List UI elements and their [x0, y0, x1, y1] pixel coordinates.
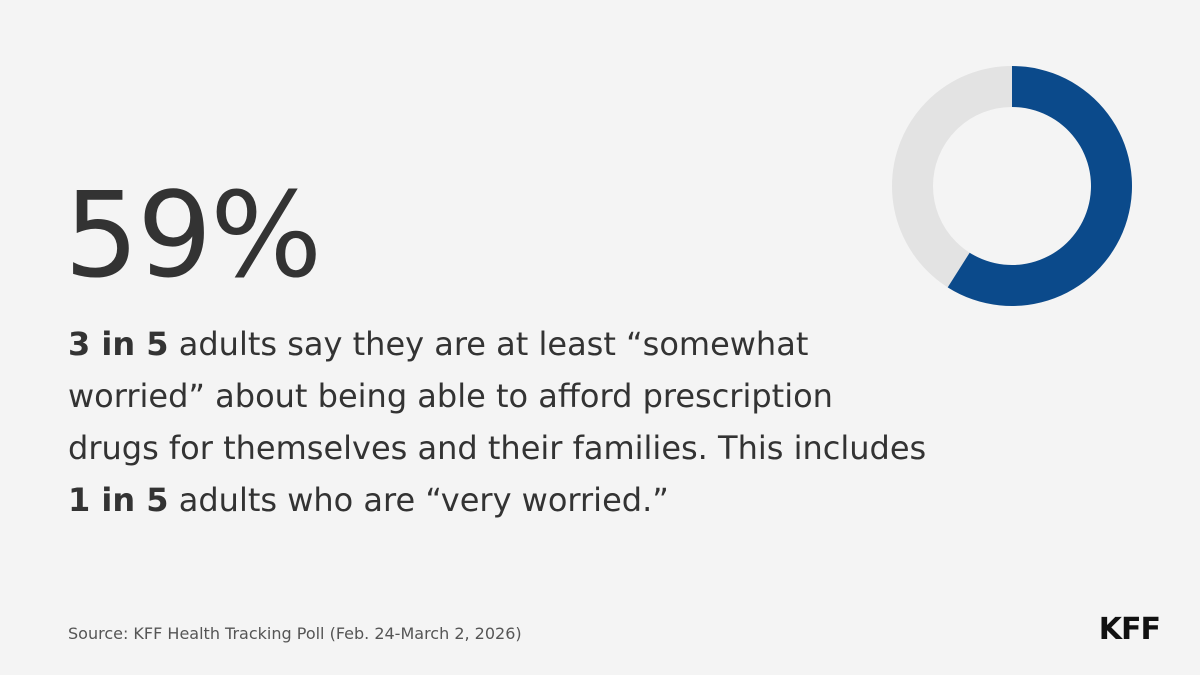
body-text: adults who are “very worried.”: [168, 481, 669, 519]
highlight-text: 3 in 5: [68, 325, 169, 363]
description: 3 in 5 adults say they are at least “som…: [68, 318, 928, 526]
headline-value: 59%: [64, 166, 322, 304]
body-text: adults say they are at least “somewhat w…: [68, 325, 927, 467]
logo: KFF: [1098, 612, 1161, 647]
highlight-text: 1 in 5: [68, 481, 169, 519]
donut-chart: [892, 66, 1132, 306]
source-note: Source: KFF Health Tracking Poll (Feb. 2…: [68, 624, 522, 643]
donut-segment: [947, 66, 1132, 306]
